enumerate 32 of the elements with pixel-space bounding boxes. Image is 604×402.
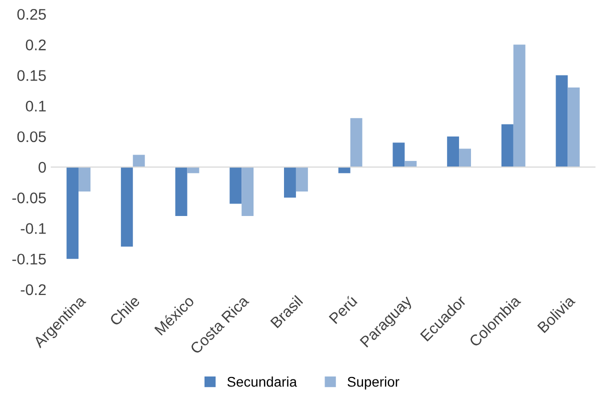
y-tick-label: -0.2 bbox=[20, 284, 46, 296]
bar bbox=[187, 167, 200, 174]
bar bbox=[296, 167, 308, 192]
bar bbox=[459, 148, 471, 168]
y-tick-label: 0 bbox=[38, 162, 46, 173]
bar bbox=[404, 160, 417, 168]
y-tick-label: 0.1 bbox=[26, 100, 46, 112]
legend-label: Superior bbox=[348, 376, 400, 390]
y-tick-label: 0.05 bbox=[17, 131, 46, 142]
bar bbox=[175, 167, 188, 216]
bar bbox=[350, 118, 362, 168]
bar bbox=[568, 88, 580, 168]
y-tick-label: 0.15 bbox=[17, 70, 46, 81]
bar bbox=[120, 167, 133, 247]
y-tick-label: -0.05 bbox=[12, 192, 46, 204]
bar bbox=[242, 167, 254, 216]
bar bbox=[501, 124, 514, 168]
bar bbox=[447, 136, 460, 168]
bar bbox=[66, 167, 79, 259]
y-tick-label: 0.2 bbox=[26, 40, 46, 50]
y-tick-label: 0.25 bbox=[17, 8, 46, 20]
bar bbox=[338, 167, 350, 174]
bar bbox=[132, 154, 145, 168]
bar bbox=[513, 44, 526, 168]
y-tick-label: -0.15 bbox=[12, 254, 46, 265]
bar bbox=[392, 142, 405, 168]
bar bbox=[556, 75, 568, 168]
legend-label: Secundaria bbox=[227, 376, 297, 387]
bar bbox=[78, 167, 90, 192]
bar bbox=[284, 167, 296, 198]
y-tick-label: -0.1 bbox=[20, 223, 46, 234]
bar bbox=[230, 167, 242, 204]
